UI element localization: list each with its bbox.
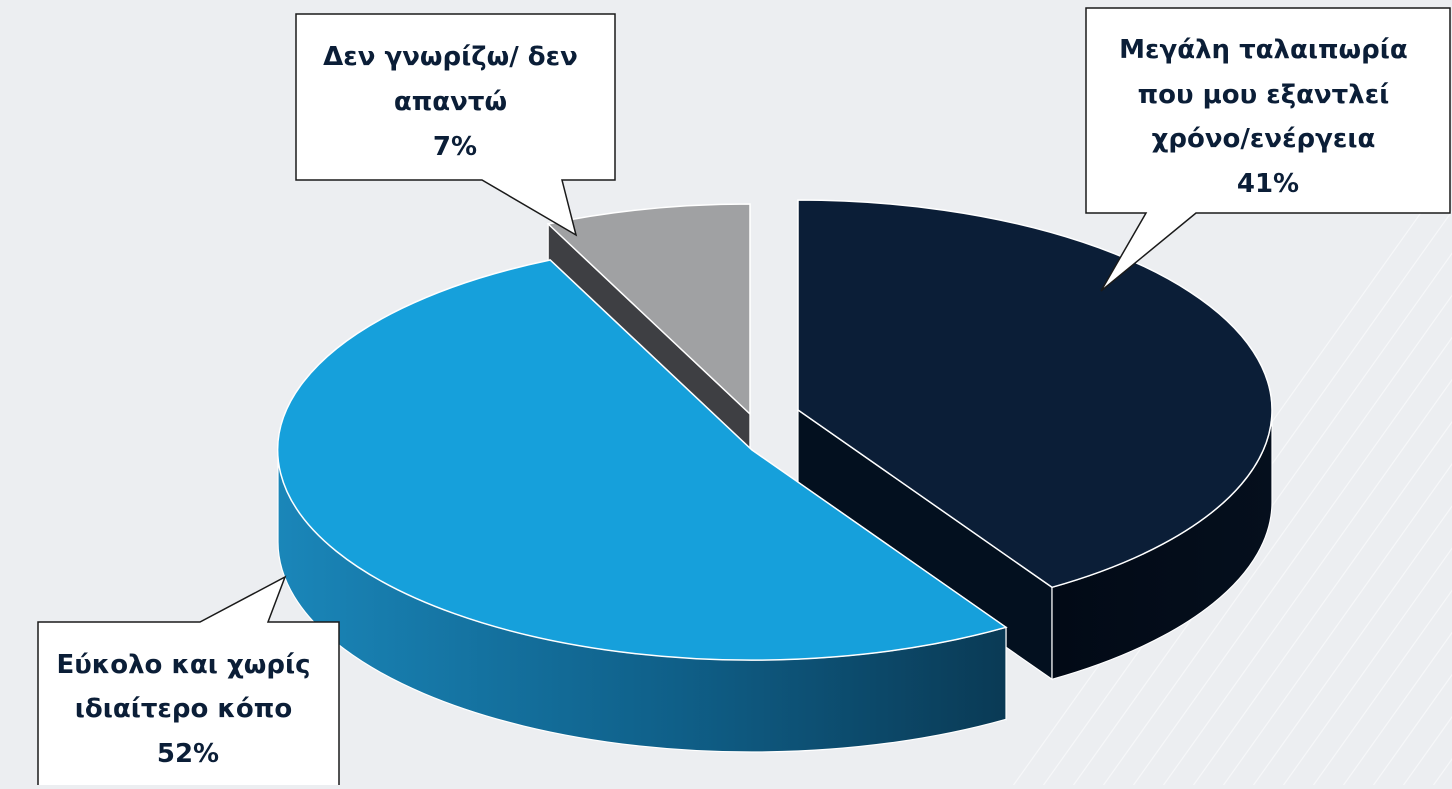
background-stripe [1129,336,1452,789]
background-stripe [1099,294,1452,789]
background-stripe [1069,252,1452,789]
callout-box-gray [295,13,616,237]
background-stripe [1399,715,1452,789]
background-stripe [1339,631,1452,789]
slice-label-gray: Δεν γνωρίζω/ δεν απαντώ 7% [323,42,587,162]
background-stripe [1369,673,1452,789]
slice-top-face [276,259,1008,661]
callout-box-blue [37,575,340,789]
slice-label-line: ιδιαίτερο κόπο [75,694,292,724]
background-stripe [1189,420,1452,789]
slice-label-line: χρόνο/ενέργεια [1152,124,1376,154]
slice-label-line: Δεν γνωρίζω/ δεν [323,42,578,72]
slice-label-line: που μου εξαντλεί [1138,80,1390,110]
background-stripe [1309,589,1452,789]
slice-label-blue: Εύκολο και χωρίς ιδιαίτερο κόπο 52% [56,650,319,769]
slice-top-face [797,199,1273,589]
background-stripe [1279,547,1452,789]
background-stripes [1009,199,1452,789]
slice-label-navy: Μεγάλη ταλαιπωρία που μου εξαντλεί χρόνο… [1119,35,1417,199]
background-stripe [1219,463,1452,789]
slice-label-line: Μεγάλη ταλαιπωρία [1119,35,1408,65]
slice-value-label: 41% [1237,169,1299,199]
pie-slice [797,199,1273,681]
slice-value-label: 7% [433,132,477,162]
pie-body [276,199,1273,753]
background-stripe [1249,505,1452,789]
slice-value-label: 52% [157,739,219,769]
background-stripe [1429,758,1452,789]
slice-label-line: απαντώ [394,87,507,117]
callout-box-navy [1085,7,1451,292]
callouts: Δεν γνωρίζω/ δεν απαντώ 7% Μεγάλη ταλαιπ… [37,7,1451,789]
background-stripe [1159,378,1452,789]
slice-label-line: Εύκολο και χωρίς [56,650,310,680]
pie-slice [276,258,1008,753]
